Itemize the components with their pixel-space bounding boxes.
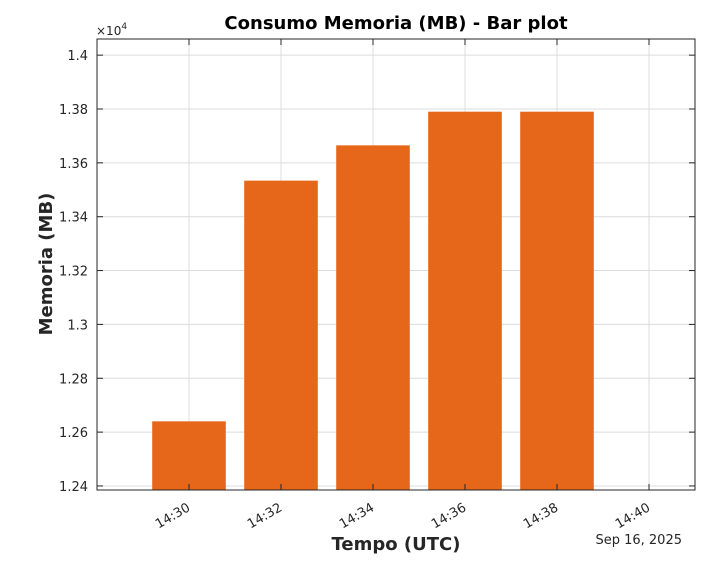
bar-1 <box>244 180 318 491</box>
y-tick-label: 1.34 <box>59 211 88 226</box>
bar-2 <box>336 145 410 490</box>
y-tick-label: 1.24 <box>59 480 88 495</box>
y-tick-label: 1.26 <box>59 426 88 441</box>
y-tick-label: 1.3 <box>67 318 88 333</box>
y-tick-label: 1.28 <box>59 372 88 387</box>
y-exponent-label: ×104 <box>96 22 127 38</box>
y-tick-label: 1.4 <box>67 49 88 64</box>
date-label: Sep 16, 2025 <box>595 533 682 548</box>
x-axis-label: Tempo (UTC) <box>332 534 461 555</box>
bar-4 <box>520 111 594 490</box>
bar-3 <box>428 111 502 490</box>
bar-layer <box>152 111 594 491</box>
y-exponent-power: 4 <box>121 22 127 32</box>
y-tick-label: 1.36 <box>59 157 88 172</box>
y-axis-label: Memoria (MB) <box>36 193 57 336</box>
bar-0 <box>152 421 226 490</box>
y-tick-label: 1.32 <box>59 265 88 280</box>
plot-frame <box>96 38 696 491</box>
chart-title: Consumo Memoria (MB) - Bar plot <box>224 13 568 34</box>
y-tick-label: 1.38 <box>59 103 88 118</box>
